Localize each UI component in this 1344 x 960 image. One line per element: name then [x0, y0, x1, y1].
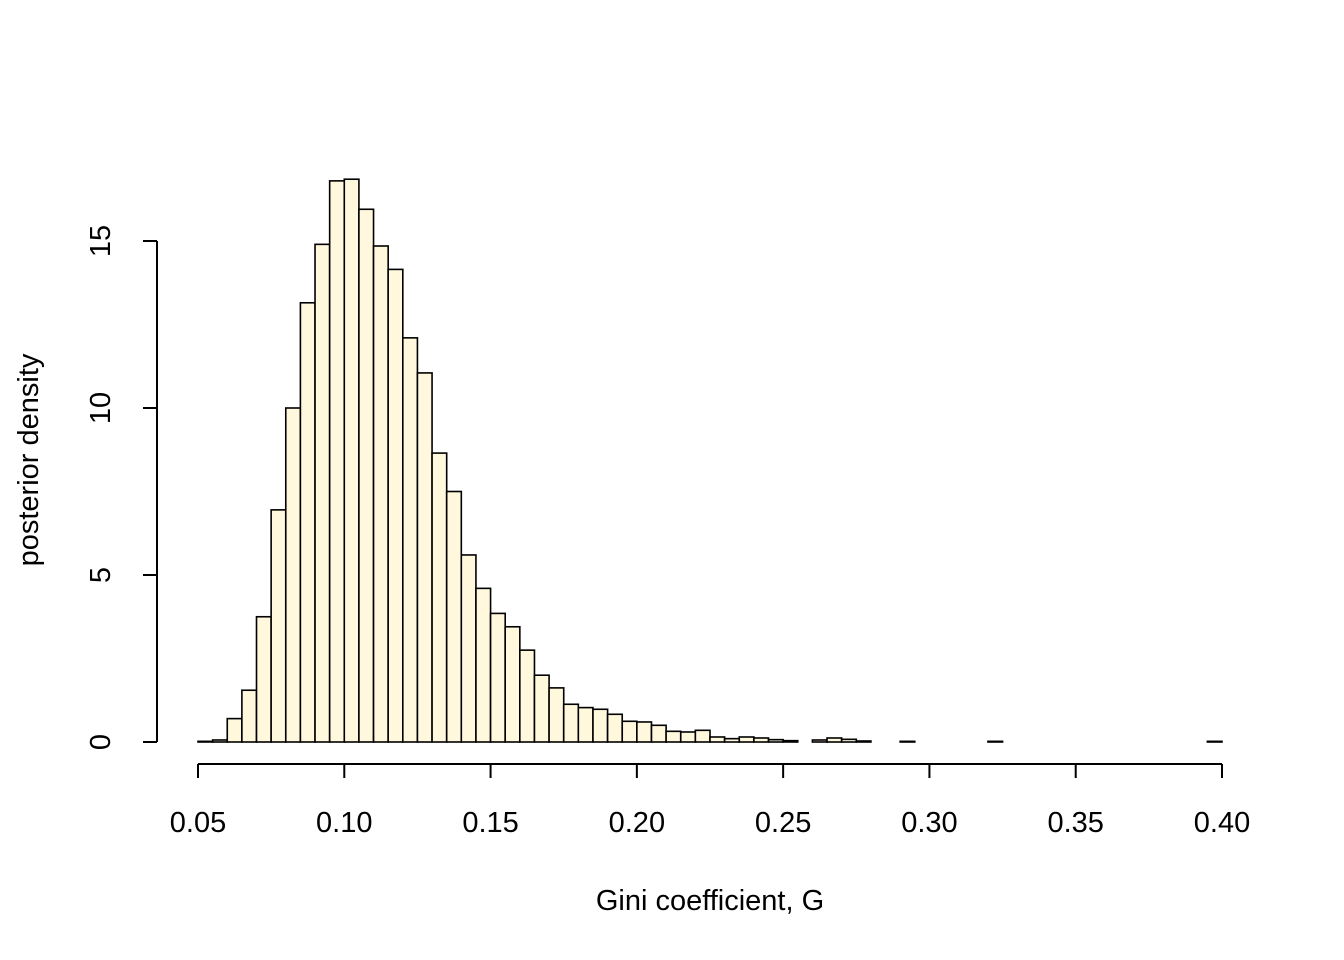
- histogram-bar: [592, 708, 609, 743]
- histogram-bar: [621, 720, 638, 743]
- histogram-bar: [826, 737, 843, 743]
- histogram-bar: [636, 721, 653, 743]
- histogram-bar: [372, 245, 389, 743]
- y-tick-label: 0: [85, 734, 117, 750]
- x-tick-label: 0.35: [1047, 807, 1103, 839]
- x-tick-label: 0.05: [170, 807, 226, 839]
- histogram-bar: [899, 740, 916, 743]
- histogram-bar: [709, 736, 726, 743]
- histogram-bar: [197, 740, 214, 743]
- histogram-bar: [840, 738, 858, 743]
- histogram-bar: [270, 509, 287, 743]
- histogram-bar: [723, 737, 741, 743]
- histogram-bar: [504, 625, 521, 743]
- histogram-bar: [284, 407, 302, 743]
- histogram-bar: [431, 452, 448, 743]
- histogram-bar: [519, 649, 536, 743]
- histogram-bar: [577, 706, 594, 743]
- histogram-bar: [782, 739, 799, 743]
- histogram-bar: [694, 729, 711, 743]
- y-axis: 0 5 10 15: [85, 225, 158, 750]
- histogram-bar: [665, 730, 682, 743]
- histogram-bar: [1206, 740, 1223, 743]
- histogram-bar: [226, 717, 243, 743]
- x-tick-label: 0.25: [755, 807, 811, 839]
- x-tick-label: 0.10: [316, 807, 372, 839]
- histogram-bar: [416, 372, 433, 743]
- histogram-bar: [855, 740, 872, 743]
- histogram-bar: [343, 178, 360, 743]
- histogram-bar: [358, 208, 375, 743]
- histogram-bar: [767, 738, 784, 743]
- histogram-bars: [197, 178, 1223, 743]
- x-axis-title: Gini coefficient, G: [596, 885, 824, 917]
- histogram-bar: [241, 689, 258, 743]
- histogram-bar: [401, 337, 419, 743]
- x-tick-label: 0.20: [609, 807, 665, 839]
- histogram-bar: [533, 674, 550, 743]
- y-tick-label: 5: [85, 567, 117, 583]
- histogram-bar: [987, 740, 1004, 743]
- histogram-bar: [811, 739, 828, 743]
- histogram-bar: [314, 243, 331, 743]
- histogram-bar: [548, 687, 565, 743]
- x-axis: 0.05 0.10 0.15 0.20 0.25 0.30 0.35 0.40: [170, 763, 1250, 839]
- histogram-bar: [679, 731, 697, 743]
- histogram-bar: [738, 736, 755, 743]
- y-axis-title: posterior density: [13, 353, 45, 566]
- histogram-bar: [211, 739, 229, 743]
- histogram-bar: [445, 490, 463, 743]
- histogram-bar: [475, 587, 492, 743]
- x-tick-label: 0.15: [462, 807, 518, 839]
- histogram-bar: [489, 612, 507, 743]
- histogram-bar: [255, 615, 272, 743]
- x-tick-label: 0.30: [901, 807, 957, 839]
- histogram-bar: [460, 554, 477, 743]
- histogram-bar: [562, 703, 580, 743]
- histogram-bar: [606, 713, 624, 743]
- histogram-bar: [328, 180, 346, 743]
- histogram-bar: [753, 737, 770, 743]
- histogram-bar: [387, 268, 404, 743]
- histogram-bar: [650, 724, 667, 743]
- y-tick-label: 10: [85, 392, 117, 424]
- x-tick-label: 0.40: [1194, 807, 1250, 839]
- y-tick-label: 15: [85, 225, 117, 257]
- histogram-bar: [299, 301, 316, 743]
